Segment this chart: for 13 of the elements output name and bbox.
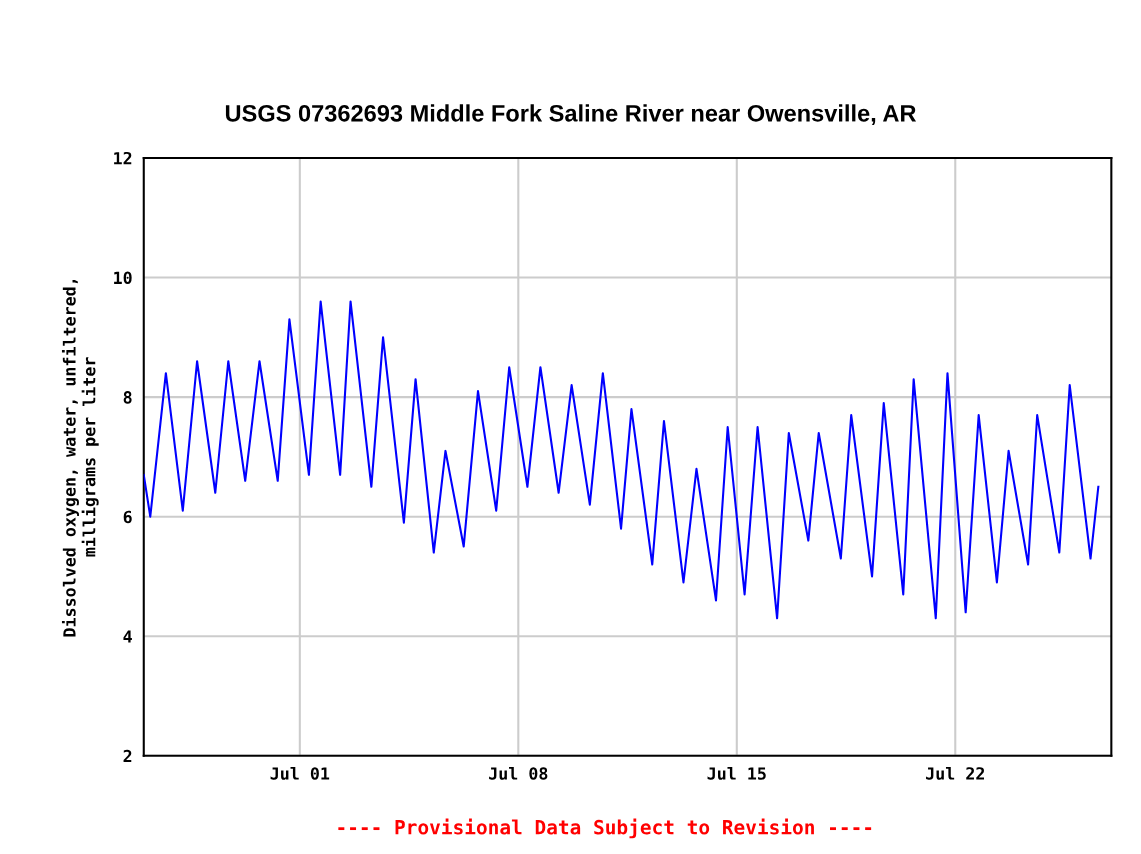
chart-title: USGS 07362693 Middle Fork Saline River near Owensville, AR: [225, 104, 917, 126]
y-tick-label: 2: [123, 749, 132, 763]
y-axis-title: Dissolved oxygen, water, unfiltered, milligrams per liter: [61, 280, 99, 637]
x-tick-label: Jul 01: [270, 766, 330, 780]
y-tick-label: 6: [123, 510, 132, 524]
y-tick-label: 10: [114, 271, 132, 285]
x-tick-label: Jul 15: [707, 766, 766, 780]
x-tick-label: Jul 08: [489, 766, 548, 780]
y-tick-label: 12: [114, 151, 132, 165]
y-tick-label: 8: [123, 391, 132, 404]
text: ---- Provisional Data Subject to Revision ----: [338, 818, 872, 839]
y-tick-label: 4: [123, 630, 132, 643]
x-tick-label: Jul 22: [926, 766, 984, 780]
